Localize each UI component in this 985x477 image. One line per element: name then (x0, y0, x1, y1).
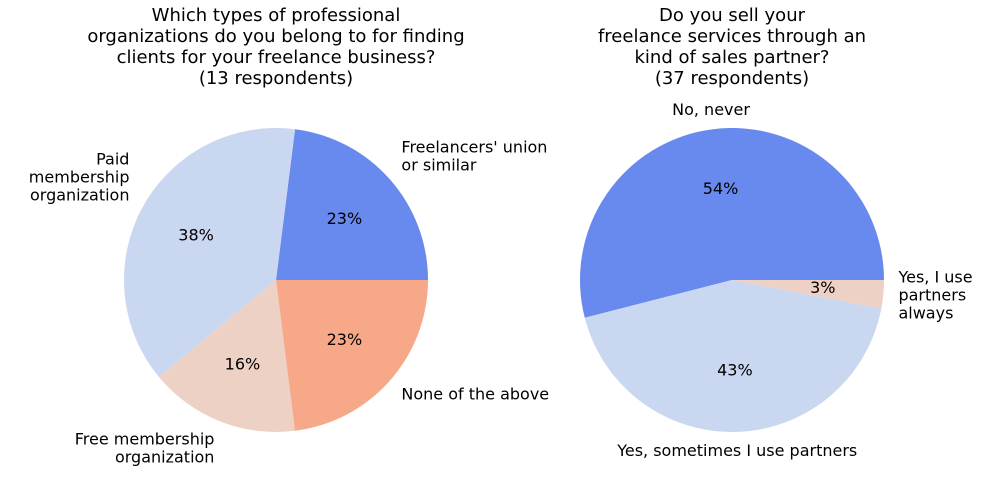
category-label: Paid membership organization (29, 149, 130, 204)
chart-title-line: freelance services through an (598, 26, 866, 47)
category-label-line: Free membership (75, 429, 215, 448)
chart-title-line: (37 respondents) (655, 68, 809, 89)
value-label: 38% (178, 226, 214, 245)
chart-title-line: organizations do you belong to for findi… (87, 26, 464, 47)
category-label-line: organization (115, 447, 214, 466)
category-label: Free membership organization (75, 429, 215, 466)
category-label-line: None of the above (401, 384, 549, 403)
value-label: 16% (225, 354, 261, 373)
category-label: Yes, I use partners always (897, 267, 972, 322)
pie-slice (276, 129, 428, 280)
category-label-line: Yes, sometimes I use partners (616, 441, 857, 460)
category-label-line: Freelancers' union (401, 137, 547, 156)
category-label-line: membership (29, 167, 130, 186)
chart-title-line: Do you sell your (659, 5, 806, 26)
category-label-line: Yes, I use (897, 267, 972, 286)
pie-slice (732, 280, 884, 309)
pie-slice (584, 280, 882, 433)
category-label-line: always (898, 303, 953, 322)
pie-slice (580, 128, 884, 318)
category-label-line: Paid (96, 149, 129, 168)
chart-title: Do you sell your freelance services throu… (598, 5, 866, 89)
pie-slice (158, 280, 296, 432)
pie-slice (123, 127, 296, 377)
category-label-line: partners (898, 285, 966, 304)
category-label-line: or similar (401, 155, 477, 174)
chart-title-line: (13 respondents) (199, 68, 353, 89)
chart-title-line: kind of sales partner? (635, 47, 830, 68)
value-label: 54% (703, 179, 739, 198)
category-label: No, never (672, 100, 750, 119)
chart-title-line: clients for your freelance business? (117, 47, 436, 68)
value-label: 23% (327, 330, 363, 349)
category-label: Yes, sometimes I use partners (616, 441, 857, 460)
value-label: 23% (327, 209, 363, 228)
chart-title: Which types of professional organizations… (87, 5, 464, 89)
value-label: 43% (717, 361, 753, 380)
pie-slice (276, 280, 428, 431)
category-label: Freelancers' union or similar (401, 137, 547, 174)
chart-title-line: Which types of professional (152, 5, 401, 26)
category-label-line: No, never (672, 100, 750, 119)
category-label: None of the above (401, 384, 549, 403)
category-label-line: organization (30, 185, 129, 204)
value-label: 3% (810, 278, 835, 297)
